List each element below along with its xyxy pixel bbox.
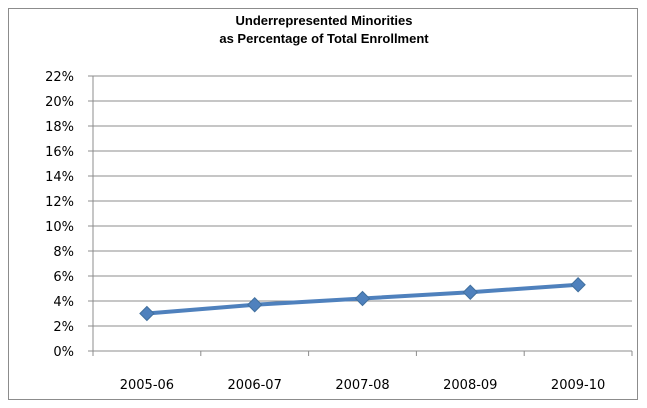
x-tick-label: 2005-06 [120, 378, 174, 393]
y-tick-label: 4% [53, 295, 74, 310]
chart-title-line-1: Underrepresented Minorities [235, 13, 413, 28]
chart-title: Underrepresented Minorities as Percentag… [9, 12, 639, 48]
chart-frame: Underrepresented Minorities as Percentag… [8, 8, 638, 400]
y-tick-label: 8% [53, 245, 74, 260]
y-tick-label: 12% [45, 195, 74, 210]
data-point [570, 277, 586, 293]
y-tick-label: 16% [45, 145, 74, 160]
chart-title-line-2: as Percentage of Total Enrollment [219, 31, 429, 46]
y-tick-label: 6% [53, 270, 74, 285]
y-tick-label: 20% [45, 95, 74, 110]
y-tick-label: 0% [53, 345, 74, 360]
data-point [354, 290, 371, 307]
y-tick-label: 18% [45, 120, 74, 135]
x-tick-label: 2008-09 [443, 378, 497, 393]
y-tick-label: 10% [45, 220, 74, 235]
x-tick-label: 2007-08 [335, 378, 389, 393]
x-tick-label: 2006-07 [228, 378, 282, 393]
data-point [246, 297, 263, 313]
data-point [139, 305, 155, 322]
x-tick-label: 2009-10 [551, 378, 605, 393]
data-point [462, 284, 479, 300]
y-tick-label: 14% [45, 170, 74, 185]
y-tick-label: 22% [45, 70, 74, 85]
y-tick-label: 2% [53, 320, 74, 335]
